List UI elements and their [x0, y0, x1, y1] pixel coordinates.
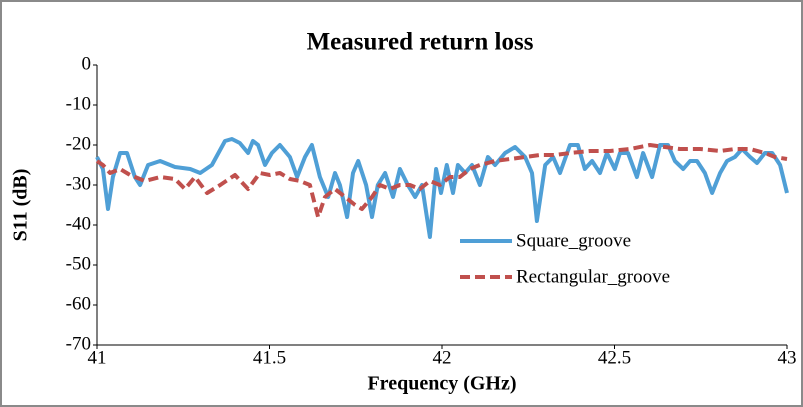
- y-tick-label: -70: [66, 333, 91, 354]
- y-tick-label: -10: [66, 93, 91, 114]
- series-line: [95, 137, 789, 239]
- y-tick-label: -60: [66, 293, 91, 314]
- chart-title: Measured return loss: [307, 29, 534, 56]
- x-tick-label: 43: [778, 347, 797, 368]
- x-tick-label: 41.5: [253, 347, 286, 368]
- y-tick-label: -40: [66, 213, 91, 234]
- legend-label: Square_groove: [516, 230, 631, 251]
- y-tick-label: -20: [66, 133, 91, 154]
- y-tick-label: -30: [66, 173, 91, 194]
- y-tick-label: 0: [82, 53, 92, 74]
- series-line: [95, 143, 788, 219]
- legend-label: Rectangular_groove: [516, 266, 670, 287]
- x-tick-label: 42.5: [598, 347, 631, 368]
- x-axis-label: Frequency (GHz): [367, 373, 516, 395]
- x-tick-label: 41: [88, 347, 107, 368]
- y-tick-label: -50: [66, 253, 91, 274]
- y-axis-label: S11 (dB): [10, 169, 32, 242]
- x-tick-label: 42: [433, 347, 452, 368]
